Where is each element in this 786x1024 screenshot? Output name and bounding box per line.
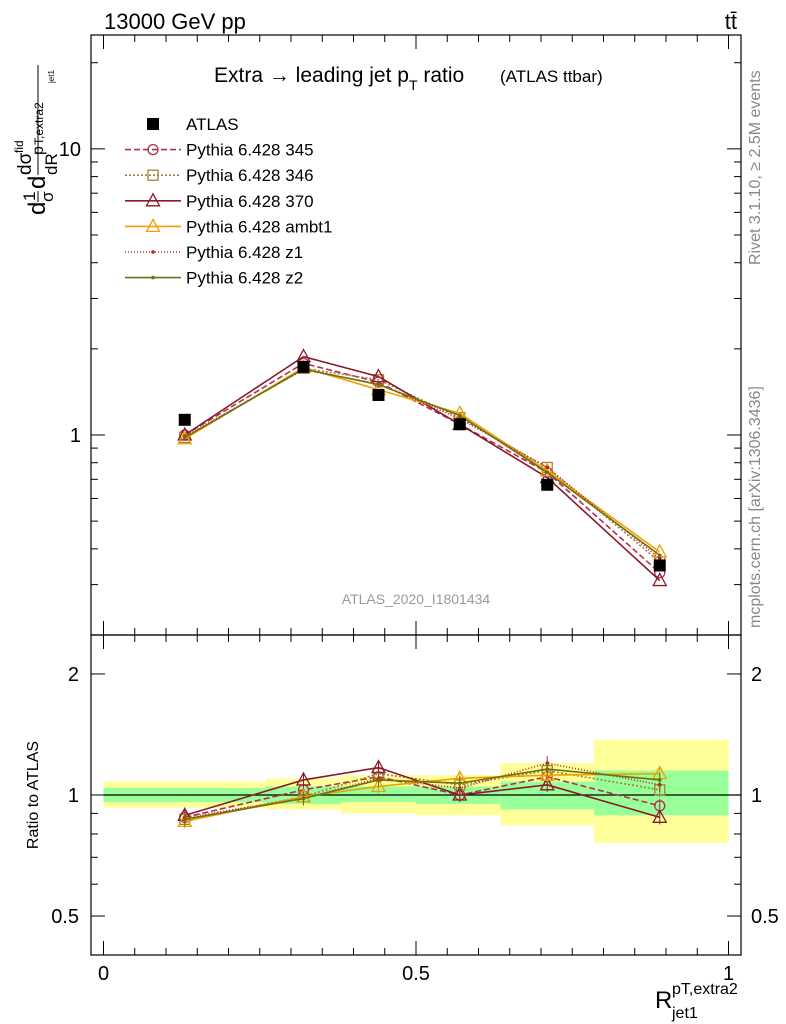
legend: ATLAS Pythia 6.428 345 Pythia 6.428 346 Pyt… [125,115,332,288]
series-5-point [545,470,550,475]
svg-text:fid: fid [12,140,26,153]
data-point [541,478,554,491]
ratio-5-point [457,781,462,785]
ratio-5-point [182,817,187,822]
svg-text:d: d [24,202,51,215]
ratio-line-5 [184,768,660,821]
ratio-xtick-label: 0.5 [402,963,430,985]
series-4-point [545,465,550,470]
ratio-panel: 0.5 0.5 1 1 2 2 0 0.5 1 Ratio to ATLAS R pT,extr… [25,634,779,1022]
legend-label-1: Pythia 6.428 346 [186,166,314,185]
ratio-3-point [370,778,387,793]
data-point [178,413,191,426]
svg-text:p: p [30,146,47,155]
series-line-2 [184,355,661,582]
data-point [372,388,385,401]
ratio-ytick-label-right: 1 [751,785,762,807]
legend-label-4: Pythia 6.428 z1 [186,243,303,262]
legend-label-0: Pythia 6.428 345 [186,141,314,160]
ratio-2-point [539,776,555,791]
ratio-5-point [301,796,306,801]
series-4-point [657,556,662,561]
svg-text:jet1: jet1 [47,70,56,84]
series-5-point [182,435,187,440]
uncertainty-band-green [594,770,729,816]
ratio-5-point [376,778,381,782]
energy-label: 13000 GeV pp [104,9,246,34]
main-series [177,348,668,587]
ratio-ytick-label: 2 [68,664,79,686]
ratio-series [177,756,668,829]
ratio-xtick-label: 1 [723,963,734,985]
uncertainty-band-green [341,786,416,803]
ratio-5-point [545,767,550,771]
series-5-point [457,413,462,418]
series-5-point [376,382,381,387]
legend-marker-0 [147,143,159,156]
data-point [297,360,310,373]
mcplots-label: mcplots.cern.ch [arXiv:1306.3436] [747,386,764,628]
data-point [653,559,666,572]
ratio-2-point [295,771,312,786]
ratio-xtick-label: 0 [98,963,109,985]
ratio-xlabel: R [655,987,672,1014]
main-ytick-label: 1 [70,425,81,447]
data-point [453,418,466,431]
legend-marker-2 [145,192,161,207]
series-line-3 [184,366,661,553]
chart-title: Extra → leading jet pT ratio [214,64,464,93]
ratio-3-point [177,812,193,827]
series-line-5 [184,368,661,556]
ratio-ytick-label: 0.5 [51,906,79,928]
legend-label-2: Pythia 6.428 370 [186,192,314,211]
svg-text:T,extra2: T,extra2 [32,102,46,145]
legend-marker-data [147,118,159,130]
series-line-1 [184,367,661,563]
main-panel: 1 10 Extra → leading jet pT ratio (ATLAS … [12,34,742,636]
ratio-5-point [657,778,662,782]
svg-text:dR: dR [42,153,61,175]
legend-marker-4 [151,250,155,254]
ratio-bands [103,740,741,843]
svg-text:d: d [24,176,51,189]
ratio-ytick-label: 1 [68,785,79,807]
series-3-point [177,430,193,445]
ratio-ylabel: Ratio to ATLAS [25,741,42,849]
series-5-point [657,553,662,558]
ratio-line-3 [184,772,660,823]
main-ytick-label: 10 [59,139,81,161]
svg-text:1: 1 [20,192,39,201]
ratio-2-point [652,808,668,823]
ratio-frame [90,634,742,956]
ratio-line-0 [184,775,660,819]
ratio-2-point [452,786,468,801]
series-line-4 [184,368,661,560]
legend-marker-5 [151,275,155,280]
legend-marker-1 [147,169,159,181]
chart-title-small: (ATLAS ttbar) [500,67,603,86]
watermark: ATLAS_2020_I1801434 [342,591,491,607]
svg-text:dσ: dσ [15,152,36,175]
series-2-point [652,572,668,587]
ratio-3-point [539,766,555,781]
ratio-ytick-label-right: 0.5 [751,906,779,928]
legend-label-5: Pythia 6.428 z2 [186,269,303,288]
legend-marker-3 [145,218,161,233]
legend-label-3: Pythia 6.428 ambt1 [186,217,332,236]
legend-label-data: ATLAS [186,115,239,134]
ratio-ticks: 0.5 0.5 1 1 2 2 0 0.5 1 [51,635,779,985]
main-ticks: 1 10 [59,35,741,636]
ratio-xlabel-sup: pT,extra2 [672,981,738,998]
ratio-ytick-label-right: 2 [751,664,762,686]
process-label: tt̄ [725,9,737,34]
series-line-0 [184,362,661,574]
main-ylabel: d 1 σ d dσ fid dR p T,extra2 jet1 [12,65,61,215]
svg-text:σ: σ [38,191,57,202]
rivet-label: Rivet 3.1.10, ≥ 2.5M events [747,70,764,265]
ratio-xlabel-sub: jet1 [671,1005,698,1022]
